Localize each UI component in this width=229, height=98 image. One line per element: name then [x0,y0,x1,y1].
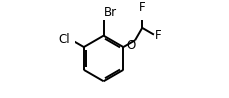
Text: F: F [154,29,161,42]
Text: Cl: Cl [58,33,70,46]
Text: O: O [126,39,135,52]
Text: Br: Br [103,6,116,19]
Text: F: F [138,0,145,14]
